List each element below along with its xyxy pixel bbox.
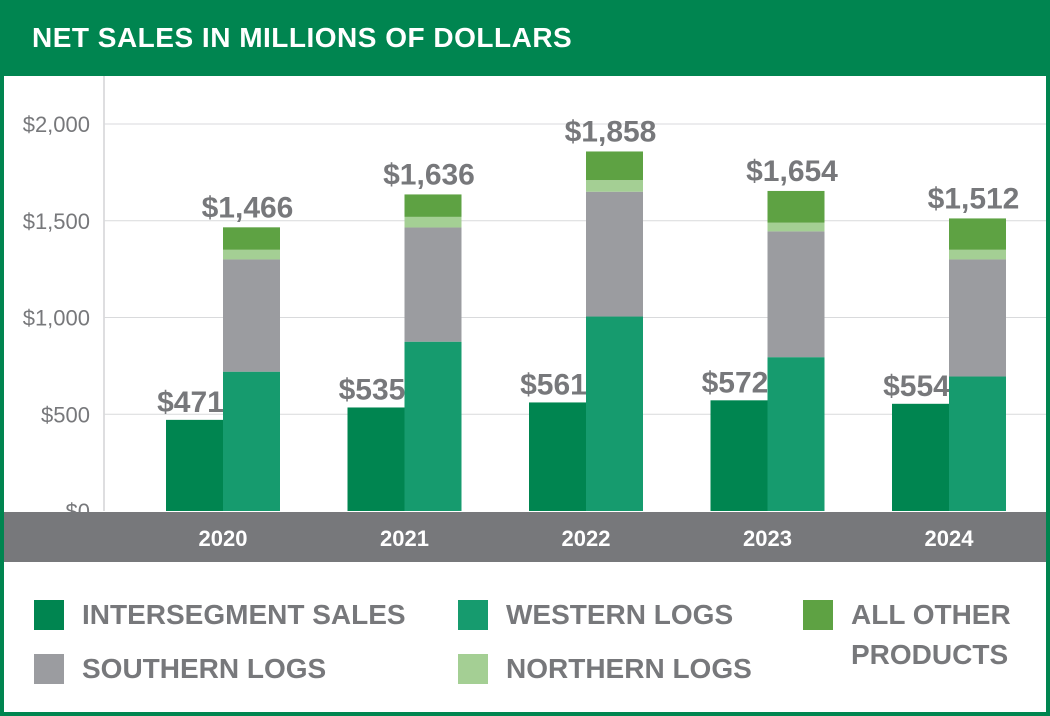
bar-western <box>223 371 280 511</box>
legend-label-intersegment: INTERSEGMENT SALES <box>82 599 406 630</box>
data-label-intersegment: $535 <box>339 373 406 406</box>
bar-western <box>767 357 825 511</box>
legend-swatch-southern <box>34 654 64 684</box>
legend-label-western: WESTERN LOGS <box>506 599 734 630</box>
bar-northern <box>586 180 643 192</box>
data-label-intersegment: $572 <box>702 366 769 399</box>
x-tick-label: 2020 <box>199 526 248 551</box>
x-tick-label: 2022 <box>562 526 611 551</box>
legend-item-other: ALL OTHER PRODUCTS <box>803 599 1031 675</box>
data-label-intersegment: $561 <box>520 368 587 401</box>
chart-header: NET SALES IN MILLIONS OF DOLLARS <box>0 0 1050 76</box>
x-tick-label: 2021 <box>380 526 429 551</box>
x-axis-band <box>4 512 1046 562</box>
data-label-total: $1,512 <box>928 182 1020 215</box>
y-tick-label: $1,000 <box>23 306 90 331</box>
bar-other <box>586 151 643 181</box>
bar-western <box>586 316 643 511</box>
bar-northern <box>404 216 462 228</box>
y-tick-label: $1,500 <box>23 209 90 234</box>
chart-title: NET SALES IN MILLIONS OF DOLLARS <box>32 22 573 53</box>
data-label-total: $1,858 <box>565 115 657 148</box>
legend-swatch-intersegment <box>34 600 64 630</box>
bar-western <box>404 341 462 511</box>
bar-other <box>949 218 1006 250</box>
bar-intersegment <box>166 419 223 511</box>
bar-northern <box>949 249 1006 260</box>
y-tick-label: $2,000 <box>23 112 90 137</box>
data-label-total: $1,636 <box>383 158 475 191</box>
legend-item-western: WESTERN LOGS <box>458 599 733 635</box>
legend-label-northern: NORTHERN LOGS <box>506 653 752 684</box>
legend-swatch-western <box>458 600 488 630</box>
legend-swatch-northern <box>458 654 488 684</box>
data-label-total: $1,654 <box>746 155 838 188</box>
bar-intersegment <box>710 400 768 511</box>
bar-southern <box>767 231 825 358</box>
bar-southern <box>404 227 462 342</box>
bar-northern <box>223 249 280 260</box>
legend-item-southern: SOUTHERN LOGS <box>34 653 326 689</box>
y-tick-label: $500 <box>41 402 90 427</box>
legend-item-northern: NORTHERN LOGS <box>458 653 752 689</box>
bar-intersegment <box>529 402 586 511</box>
bar-intersegment <box>892 403 949 511</box>
bar-other <box>223 227 280 250</box>
bar-other <box>767 190 825 223</box>
x-tick-label: 2023 <box>743 526 792 551</box>
bar-southern <box>949 259 1006 377</box>
bar-southern <box>586 191 643 317</box>
x-tick-label: 2024 <box>925 526 975 551</box>
data-label-intersegment: $471 <box>157 386 224 419</box>
bar-southern <box>223 259 280 372</box>
bar-other <box>404 194 462 217</box>
data-label-total: $1,466 <box>202 191 294 224</box>
data-label-intersegment: $554 <box>883 370 950 403</box>
legend-label-other: ALL OTHER PRODUCTS <box>851 599 1011 670</box>
bar-western <box>949 376 1006 511</box>
legend-label-southern: SOUTHERN LOGS <box>82 653 327 684</box>
legend-item-intersegment: INTERSEGMENT SALES <box>34 599 406 635</box>
legend-swatch-other <box>803 600 833 630</box>
y-tick-label: $0 <box>66 499 90 524</box>
bar-northern <box>767 222 825 232</box>
legend: INTERSEGMENT SALES WESTERN LOGS ALL OTHE… <box>0 570 1050 710</box>
bar-intersegment <box>347 407 405 511</box>
